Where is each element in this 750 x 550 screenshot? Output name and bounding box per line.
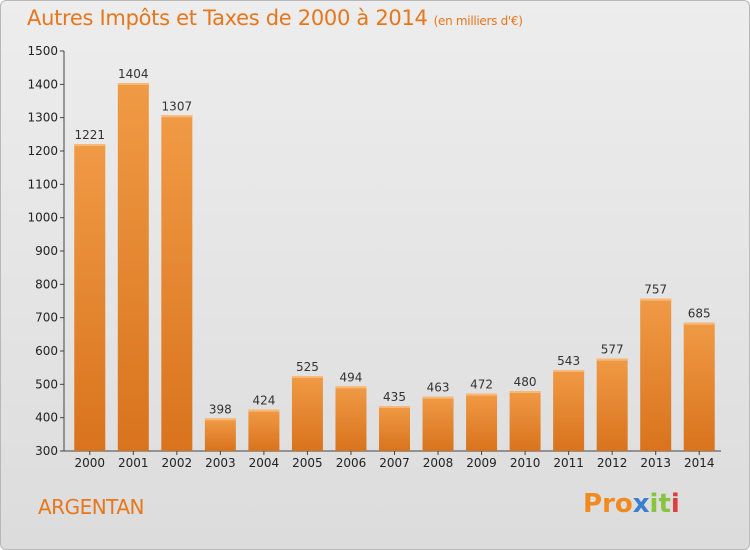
value-label: 685 <box>688 307 711 321</box>
x-tick-label: 2010 <box>510 456 541 470</box>
bar-highlight <box>596 358 628 361</box>
bar-2009 <box>466 393 498 451</box>
chart-title: Autres Impôts et Taxes de 2000 à 2014 (en… <box>27 6 523 30</box>
bar-highlight <box>161 115 193 118</box>
value-label: 525 <box>296 360 319 374</box>
y-tick-label: 1200 <box>27 144 58 158</box>
bar-highlight <box>335 386 367 389</box>
x-tick-label: 2003 <box>205 456 236 470</box>
x-tick-label: 2013 <box>640 456 671 470</box>
bar-highlight <box>466 393 498 396</box>
logo-letter: i <box>670 489 680 519</box>
bar-2000 <box>74 144 106 451</box>
bar-2008 <box>422 396 454 451</box>
bar-highlight <box>74 144 106 146</box>
title-text: Autres Impôts et Taxes de 2000 à 2014 <box>27 6 428 30</box>
x-tick-label: 2004 <box>249 456 280 470</box>
bar-2007 <box>379 406 410 451</box>
bar-2012 <box>596 358 628 451</box>
x-tick-label: 2014 <box>684 456 715 470</box>
bar-highlight <box>248 409 280 412</box>
y-tick-label: 500 <box>35 377 58 391</box>
x-tick-label: 2006 <box>336 456 367 470</box>
y-tick-label: 900 <box>35 244 58 258</box>
logo-letter: P <box>583 489 603 519</box>
y-tick-label: 1500 <box>27 44 58 58</box>
x-tick-label: 2011 <box>553 456 584 470</box>
value-label: 1307 <box>162 99 193 113</box>
y-tick-label: 600 <box>35 344 58 358</box>
bar-2013 <box>640 298 672 451</box>
value-label: 494 <box>340 370 363 384</box>
y-tick-label: 1100 <box>27 177 58 191</box>
y-tick-label: 1400 <box>27 77 58 91</box>
y-tick-label: 800 <box>35 277 58 291</box>
y-tick-label: 1000 <box>27 211 58 225</box>
value-label: 480 <box>514 375 537 389</box>
value-label: 543 <box>557 354 580 368</box>
y-tick-label: 400 <box>35 411 58 425</box>
y-tick-label: 1300 <box>27 111 58 125</box>
x-tick-label: 2000 <box>74 456 105 470</box>
bar-highlight <box>683 322 715 325</box>
value-label: 424 <box>252 394 275 408</box>
bar-highlight <box>379 406 410 408</box>
city-label: ARGENTAN <box>38 495 144 519</box>
value-label: 577 <box>601 343 624 357</box>
logo-letter: o <box>614 489 633 519</box>
bar-2014 <box>683 322 715 451</box>
bar-2011 <box>553 370 585 451</box>
y-tick-label: 700 <box>35 311 58 325</box>
bar-highlight <box>204 418 236 421</box>
y-tick-label: 300 <box>35 444 58 458</box>
value-label: 472 <box>470 378 493 392</box>
bar-highlight <box>640 298 672 301</box>
bar-highlight <box>553 370 585 372</box>
x-tick-label: 2008 <box>423 456 454 470</box>
x-tick-label: 2001 <box>118 456 149 470</box>
chart-subtitle: (en milliers d'€) <box>433 14 523 28</box>
x-tick-label: 2002 <box>162 456 193 470</box>
bar-2006 <box>335 386 367 451</box>
bar-2002 <box>161 115 193 451</box>
bar-highlight <box>117 83 149 85</box>
x-tick-label: 2012 <box>597 456 628 470</box>
proxiti-logo: Proxiti <box>583 489 680 519</box>
x-tick-label: 2009 <box>466 456 497 470</box>
value-label: 398 <box>209 402 232 416</box>
logo-letter: r <box>602 489 615 519</box>
bar-highlight <box>422 396 454 399</box>
value-label: 1404 <box>118 67 149 81</box>
value-label: 757 <box>644 283 667 297</box>
bar-2004 <box>248 409 280 451</box>
bar-2003 <box>204 418 236 451</box>
value-label: 435 <box>383 390 406 404</box>
bar-2010 <box>509 391 541 451</box>
bar-highlight <box>509 391 541 393</box>
bar-highlight <box>291 376 323 378</box>
bar-2005 <box>291 376 323 451</box>
value-label: 1221 <box>74 128 105 142</box>
x-tick-label: 2007 <box>379 456 410 470</box>
x-tick-label: 2005 <box>292 456 323 470</box>
logo-letter: x <box>632 489 650 519</box>
value-label: 463 <box>427 381 450 395</box>
logo-letter: t <box>658 489 671 519</box>
bar-2001 <box>117 83 149 451</box>
logo-letter: i <box>649 489 659 519</box>
